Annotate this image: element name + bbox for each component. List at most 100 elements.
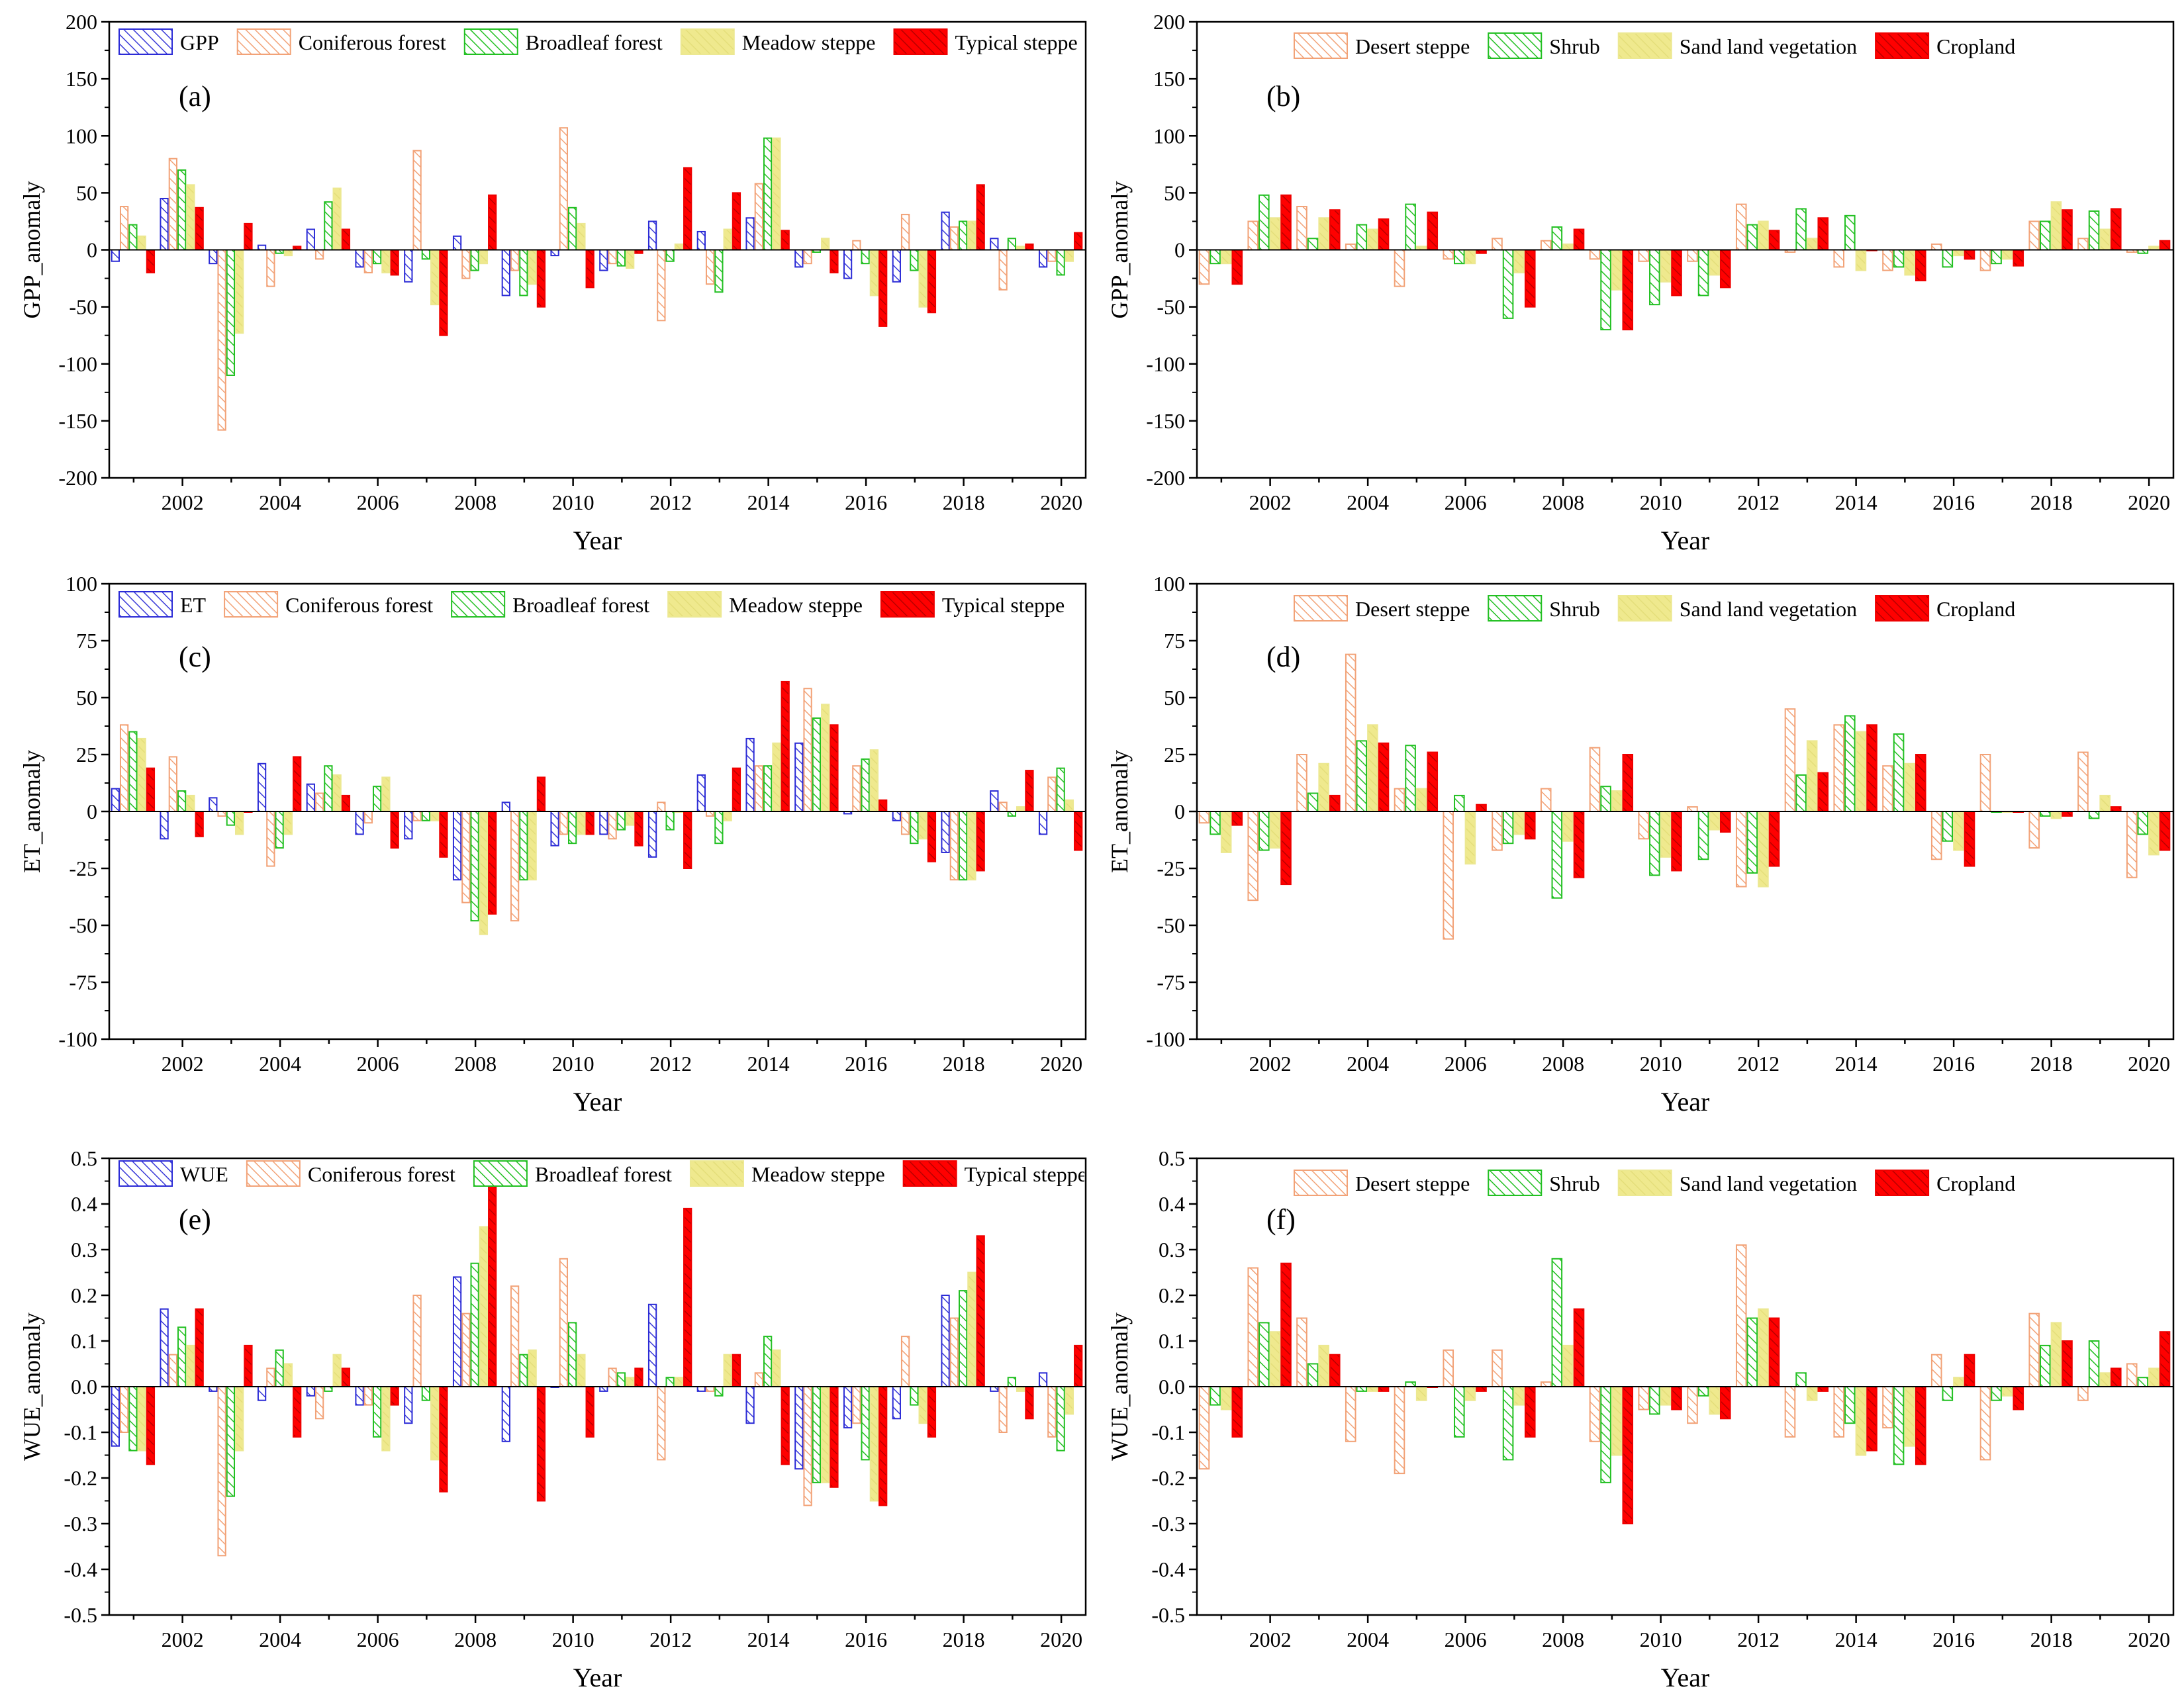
- bar-sand-land-vegetation-2020: [2148, 811, 2160, 856]
- legend: Desert steppe Shrub Sand land vegetation Cr…: [1294, 32, 2015, 59]
- bar-meadow-steppe-2005: [332, 1354, 342, 1387]
- y-tick-label: 0.4: [1159, 1192, 1185, 1216]
- bar-coniferous-forest-2003: [217, 249, 226, 431]
- legend-label: Typical steppe: [955, 30, 1078, 54]
- bar-broadleaf-forest-2002: [177, 169, 187, 251]
- bar-cropland-2010: [1671, 811, 1682, 872]
- bar-et-2002: [160, 811, 169, 840]
- bar-cropland-2011: [1719, 811, 1731, 833]
- bar-coniferous-forest-2003: [217, 811, 226, 817]
- bar-coniferous-forest-2001: [119, 724, 129, 813]
- bar-gpp-2020: [1038, 249, 1048, 268]
- bar-sand-land-vegetation-2002: [1269, 1331, 1281, 1387]
- y-tick-label: -0.2: [1151, 1466, 1185, 1490]
- bar-coniferous-forest-2018: [949, 1317, 959, 1387]
- bar-typical-steppe-2019: [1025, 243, 1034, 251]
- bar-meadow-steppe-2020: [1065, 249, 1074, 262]
- legend-item-shrub: Shrub: [1488, 32, 1600, 59]
- y-tick-label: -150: [1146, 409, 1185, 433]
- bar-broadleaf-forest-2003: [226, 811, 236, 826]
- bar-cropland-2009: [1622, 249, 1634, 331]
- bar-meadow-steppe-2012: [674, 1377, 684, 1387]
- bar-broadleaf-forest-2019: [1007, 1377, 1017, 1387]
- bar-typical-steppe-2019: [1025, 1386, 1034, 1420]
- legend-swatch: [880, 591, 935, 618]
- legend-item-cropland: Cropland: [1875, 595, 2015, 622]
- x-tick-label: 2006: [357, 1628, 399, 1651]
- bar-cropland-2007: [1524, 811, 1536, 840]
- bar-broadleaf-forest-2018: [958, 1290, 968, 1387]
- bar-shrub-2013: [1795, 1372, 1807, 1388]
- y-tick-label: -0.1: [1151, 1420, 1185, 1444]
- bar-et-2003: [209, 797, 218, 812]
- bar-desert-steppe-2008: [1540, 1381, 1552, 1388]
- bar-meadow-steppe-2006: [381, 776, 391, 813]
- bar-typical-steppe-2003: [244, 1344, 253, 1388]
- bar-typical-steppe-2009: [536, 249, 546, 308]
- bars: [1198, 1244, 2171, 1524]
- x-tick-label: 2020: [2128, 1052, 2170, 1076]
- panel-d: -100 -75 -50 -25 0 25 50 75 100 2002 2004 2006 2008 2…: [1106, 572, 2175, 1117]
- bar-desert-steppe-2009: [1589, 1386, 1601, 1442]
- bar-sand-land-vegetation-2012: [1758, 220, 1769, 251]
- x-tick-label: 2018: [2030, 1628, 2073, 1651]
- y-axis-label: ET_anomaly: [1106, 750, 1133, 873]
- x-tick-label: 2002: [1249, 1628, 1292, 1651]
- bar-desert-steppe-2011: [1687, 806, 1698, 812]
- bar-sand-land-vegetation-2006: [1464, 811, 1476, 865]
- y-tick-label: 100: [66, 572, 97, 596]
- bar-desert-steppe-2013: [1784, 708, 1796, 812]
- bar-desert-steppe-2002: [1247, 220, 1259, 251]
- legend-swatch: [1488, 1170, 1543, 1196]
- legend-item-broadleaf-forest: Broadleaf forest: [473, 1160, 672, 1187]
- bar-desert-steppe-2020: [2126, 1363, 2138, 1387]
- bar-shrub-2003: [1307, 238, 1319, 251]
- bar-meadow-steppe-2020: [1065, 799, 1074, 813]
- bar-desert-steppe-2010: [1638, 249, 1650, 262]
- bar-coniferous-forest-2020: [1047, 1386, 1057, 1438]
- bar-cropland-2002: [1280, 811, 1292, 886]
- bar-cropland-2008: [1573, 811, 1585, 878]
- bar-coniferous-forest-2018: [949, 811, 959, 881]
- bar-meadow-steppe-2001: [137, 1386, 146, 1452]
- legend-swatch: [224, 591, 279, 618]
- legend-swatch: [473, 1160, 528, 1187]
- bar-gpp-2001: [111, 249, 120, 262]
- bar-cropland-2009: [1622, 754, 1634, 812]
- bar-et-2008: [452, 811, 462, 881]
- bar-wue-2017: [892, 1386, 901, 1420]
- bar-cropland-2020: [2159, 240, 2171, 251]
- bar-meadow-steppe-2017: [918, 249, 927, 308]
- bar-gpp-2010: [550, 249, 559, 257]
- legend-label: Desert steppe: [1355, 1172, 1470, 1195]
- bar-sand-land-vegetation-2001: [1220, 1386, 1232, 1410]
- bar-coniferous-forest-2016: [852, 240, 861, 251]
- bar-shrub-2017: [1991, 1386, 2002, 1401]
- bar-meadow-steppe-2009: [528, 811, 537, 881]
- y-tick-label: -200: [1146, 466, 1185, 490]
- bar-meadow-steppe-2007: [430, 811, 440, 821]
- bar-desert-steppe-2009: [1589, 249, 1601, 260]
- legend: WUE Coniferous forest Broadleaf forest Mead…: [119, 1160, 1084, 1187]
- bar-typical-steppe-2009: [536, 776, 546, 813]
- bar-coniferous-forest-2001: [119, 206, 129, 251]
- x-tick-label: 2008: [1542, 490, 1584, 514]
- y-tick-label: -100: [1146, 352, 1185, 376]
- bar-sand-land-vegetation-2018: [2050, 811, 2062, 819]
- x-tick-label: 2004: [1347, 1052, 1389, 1076]
- bar-wue-2016: [843, 1386, 853, 1429]
- bar-sand-land-vegetation-2010: [1660, 1386, 1672, 1406]
- y-tick-label: 50: [76, 181, 97, 205]
- bar-wue-2019: [990, 1386, 999, 1392]
- bar-broadleaf-forest-2006: [372, 1386, 382, 1438]
- bar-coniferous-forest-2006: [363, 811, 373, 824]
- bar-coniferous-forest-2004: [266, 249, 275, 287]
- bar-sand-land-vegetation-2011: [1709, 249, 1720, 276]
- bar-coniferous-forest-2005: [314, 1386, 324, 1420]
- x-axis-label: Year: [1661, 1663, 1710, 1692]
- y-tick-label: 0.3: [1159, 1238, 1185, 1262]
- bar-meadow-steppe-2011: [626, 811, 635, 826]
- x-axis-label: Year: [573, 1087, 622, 1117]
- y-axis-label: ET_anomaly: [19, 750, 45, 873]
- bar-meadow-steppe-2017: [918, 1386, 927, 1424]
